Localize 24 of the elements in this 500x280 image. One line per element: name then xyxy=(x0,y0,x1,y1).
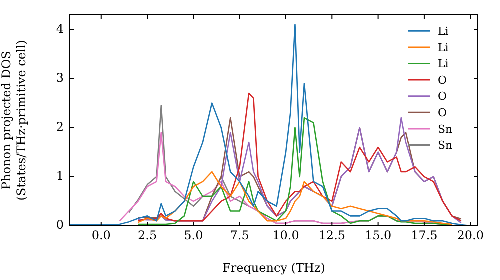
x-tick-label: 10.0 xyxy=(272,228,300,242)
legend-label: Li xyxy=(438,41,450,54)
x-tick-label: 0.0 xyxy=(92,228,111,242)
x-tick-label: 17.5 xyxy=(411,228,438,242)
y-tick-label: 0 xyxy=(56,218,64,232)
y-tick-label: 3 xyxy=(56,70,64,85)
legend-label: O xyxy=(438,74,448,87)
y-tick-label: 4 xyxy=(56,22,64,36)
x-axis-title: Frequency (THz) xyxy=(222,260,326,275)
y-tick-label: 1 xyxy=(56,169,64,184)
x-tick-label: 2.5 xyxy=(138,228,158,242)
x-tick-label: 15.0 xyxy=(364,228,392,242)
legend-label: O xyxy=(438,106,448,120)
legend-label: Sn xyxy=(438,122,453,136)
x-tick-label: 12.5 xyxy=(318,228,346,242)
legend-label: Sn xyxy=(438,139,453,152)
legend-label: Li xyxy=(438,58,450,71)
legend-label: Li xyxy=(438,25,450,38)
legend-label: O xyxy=(438,90,448,104)
y-tick-label: 2 xyxy=(56,120,64,134)
x-tick-label: 20.0 xyxy=(457,228,484,242)
x-tick-label: 7.5 xyxy=(230,228,250,242)
x-tick-label: 5.0 xyxy=(184,228,204,242)
y-axis-title: Phonon projected DOS (States/THz·primitive cell) xyxy=(0,40,29,201)
